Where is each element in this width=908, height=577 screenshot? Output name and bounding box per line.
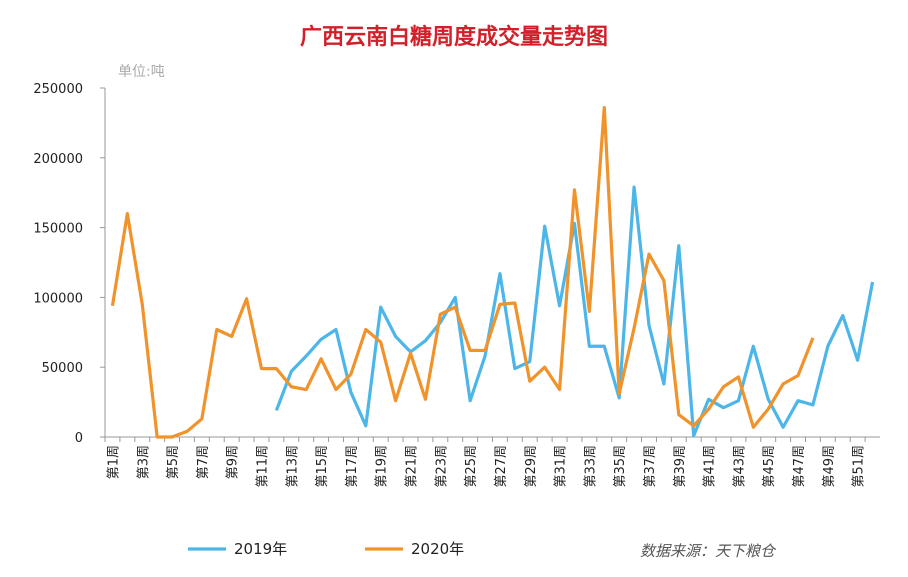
x-tick-label: 第5周 xyxy=(166,445,181,479)
x-tick-label: 第35周 xyxy=(613,445,628,488)
x-tick-label: 第49周 xyxy=(822,445,837,488)
x-tick-label: 第43周 xyxy=(732,445,747,488)
x-tick-label: 第33周 xyxy=(583,445,598,488)
x-tick-label: 第7周 xyxy=(196,445,211,479)
x-tick-label: 第9周 xyxy=(226,445,241,479)
x-tick-label: 第27周 xyxy=(494,445,509,488)
y-tick-label: 250000 xyxy=(33,82,83,97)
chart-title: 广西云南白糖周度成交量走势图 xyxy=(300,24,608,50)
source: 数据来源：天下粮仓 xyxy=(640,542,777,560)
x-tick-label: 第17周 xyxy=(345,445,360,488)
x-tick-label: 第31周 xyxy=(554,445,569,488)
x-tick-label: 第15周 xyxy=(315,445,330,488)
x-tick-label: 第13周 xyxy=(285,445,300,488)
x-tick-label: 第1周 xyxy=(106,445,121,479)
legend-label: 2019年 xyxy=(234,540,287,558)
x-tick-label: 第29周 xyxy=(524,445,539,488)
x-tick-label: 第11周 xyxy=(255,445,270,488)
x-tick-label: 第51周 xyxy=(852,445,867,488)
x-tick-label: 第19周 xyxy=(375,445,390,488)
legend-label: 2020年 xyxy=(411,540,464,558)
y-tick-label: 100000 xyxy=(33,291,83,306)
x-tick-label: 第25周 xyxy=(464,445,479,488)
y-tick-label: 150000 xyxy=(33,222,83,237)
x-tick-label: 第39周 xyxy=(673,445,688,488)
series-line xyxy=(110,105,815,439)
x-tick-label: 第23周 xyxy=(434,445,449,488)
x-tick-label: 第45周 xyxy=(762,445,777,488)
x-tick-label: 第47周 xyxy=(792,445,807,488)
x-tick-label: 第37周 xyxy=(643,445,658,488)
y-tick-label: 200000 xyxy=(33,152,83,167)
y-tick-label: 0 xyxy=(75,431,83,446)
x-tick-label: 第3周 xyxy=(136,445,151,479)
series-line xyxy=(274,185,875,438)
x-tick-label: 第41周 xyxy=(703,445,718,488)
x-tick-label: 第21周 xyxy=(405,445,420,488)
y-tick-label: 50000 xyxy=(42,361,83,376)
unit-label: 单位:吨 xyxy=(118,64,165,80)
